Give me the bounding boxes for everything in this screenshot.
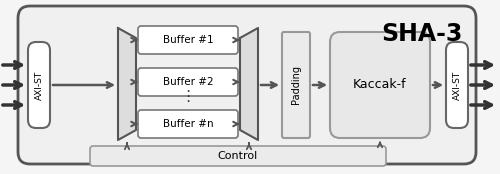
FancyBboxPatch shape xyxy=(138,110,238,138)
Text: Buffer #2: Buffer #2 xyxy=(162,77,214,87)
Text: SHA-3: SHA-3 xyxy=(382,22,462,46)
Text: Padding: Padding xyxy=(291,65,301,105)
FancyBboxPatch shape xyxy=(138,26,238,54)
FancyBboxPatch shape xyxy=(138,68,238,96)
Text: Kaccak-f: Kaccak-f xyxy=(353,78,407,92)
Text: Control: Control xyxy=(218,151,258,161)
Text: Buffer #1: Buffer #1 xyxy=(162,35,214,45)
FancyBboxPatch shape xyxy=(18,6,476,164)
Polygon shape xyxy=(118,28,136,140)
Text: Buffer #n: Buffer #n xyxy=(162,119,214,129)
FancyBboxPatch shape xyxy=(330,32,430,138)
Polygon shape xyxy=(240,28,258,140)
FancyBboxPatch shape xyxy=(446,42,468,128)
FancyBboxPatch shape xyxy=(90,146,386,166)
Text: AXI-ST: AXI-ST xyxy=(34,70,43,100)
FancyBboxPatch shape xyxy=(28,42,50,128)
FancyBboxPatch shape xyxy=(282,32,310,138)
Text: AXI-ST: AXI-ST xyxy=(452,70,462,100)
Text: ⋮: ⋮ xyxy=(180,89,196,105)
